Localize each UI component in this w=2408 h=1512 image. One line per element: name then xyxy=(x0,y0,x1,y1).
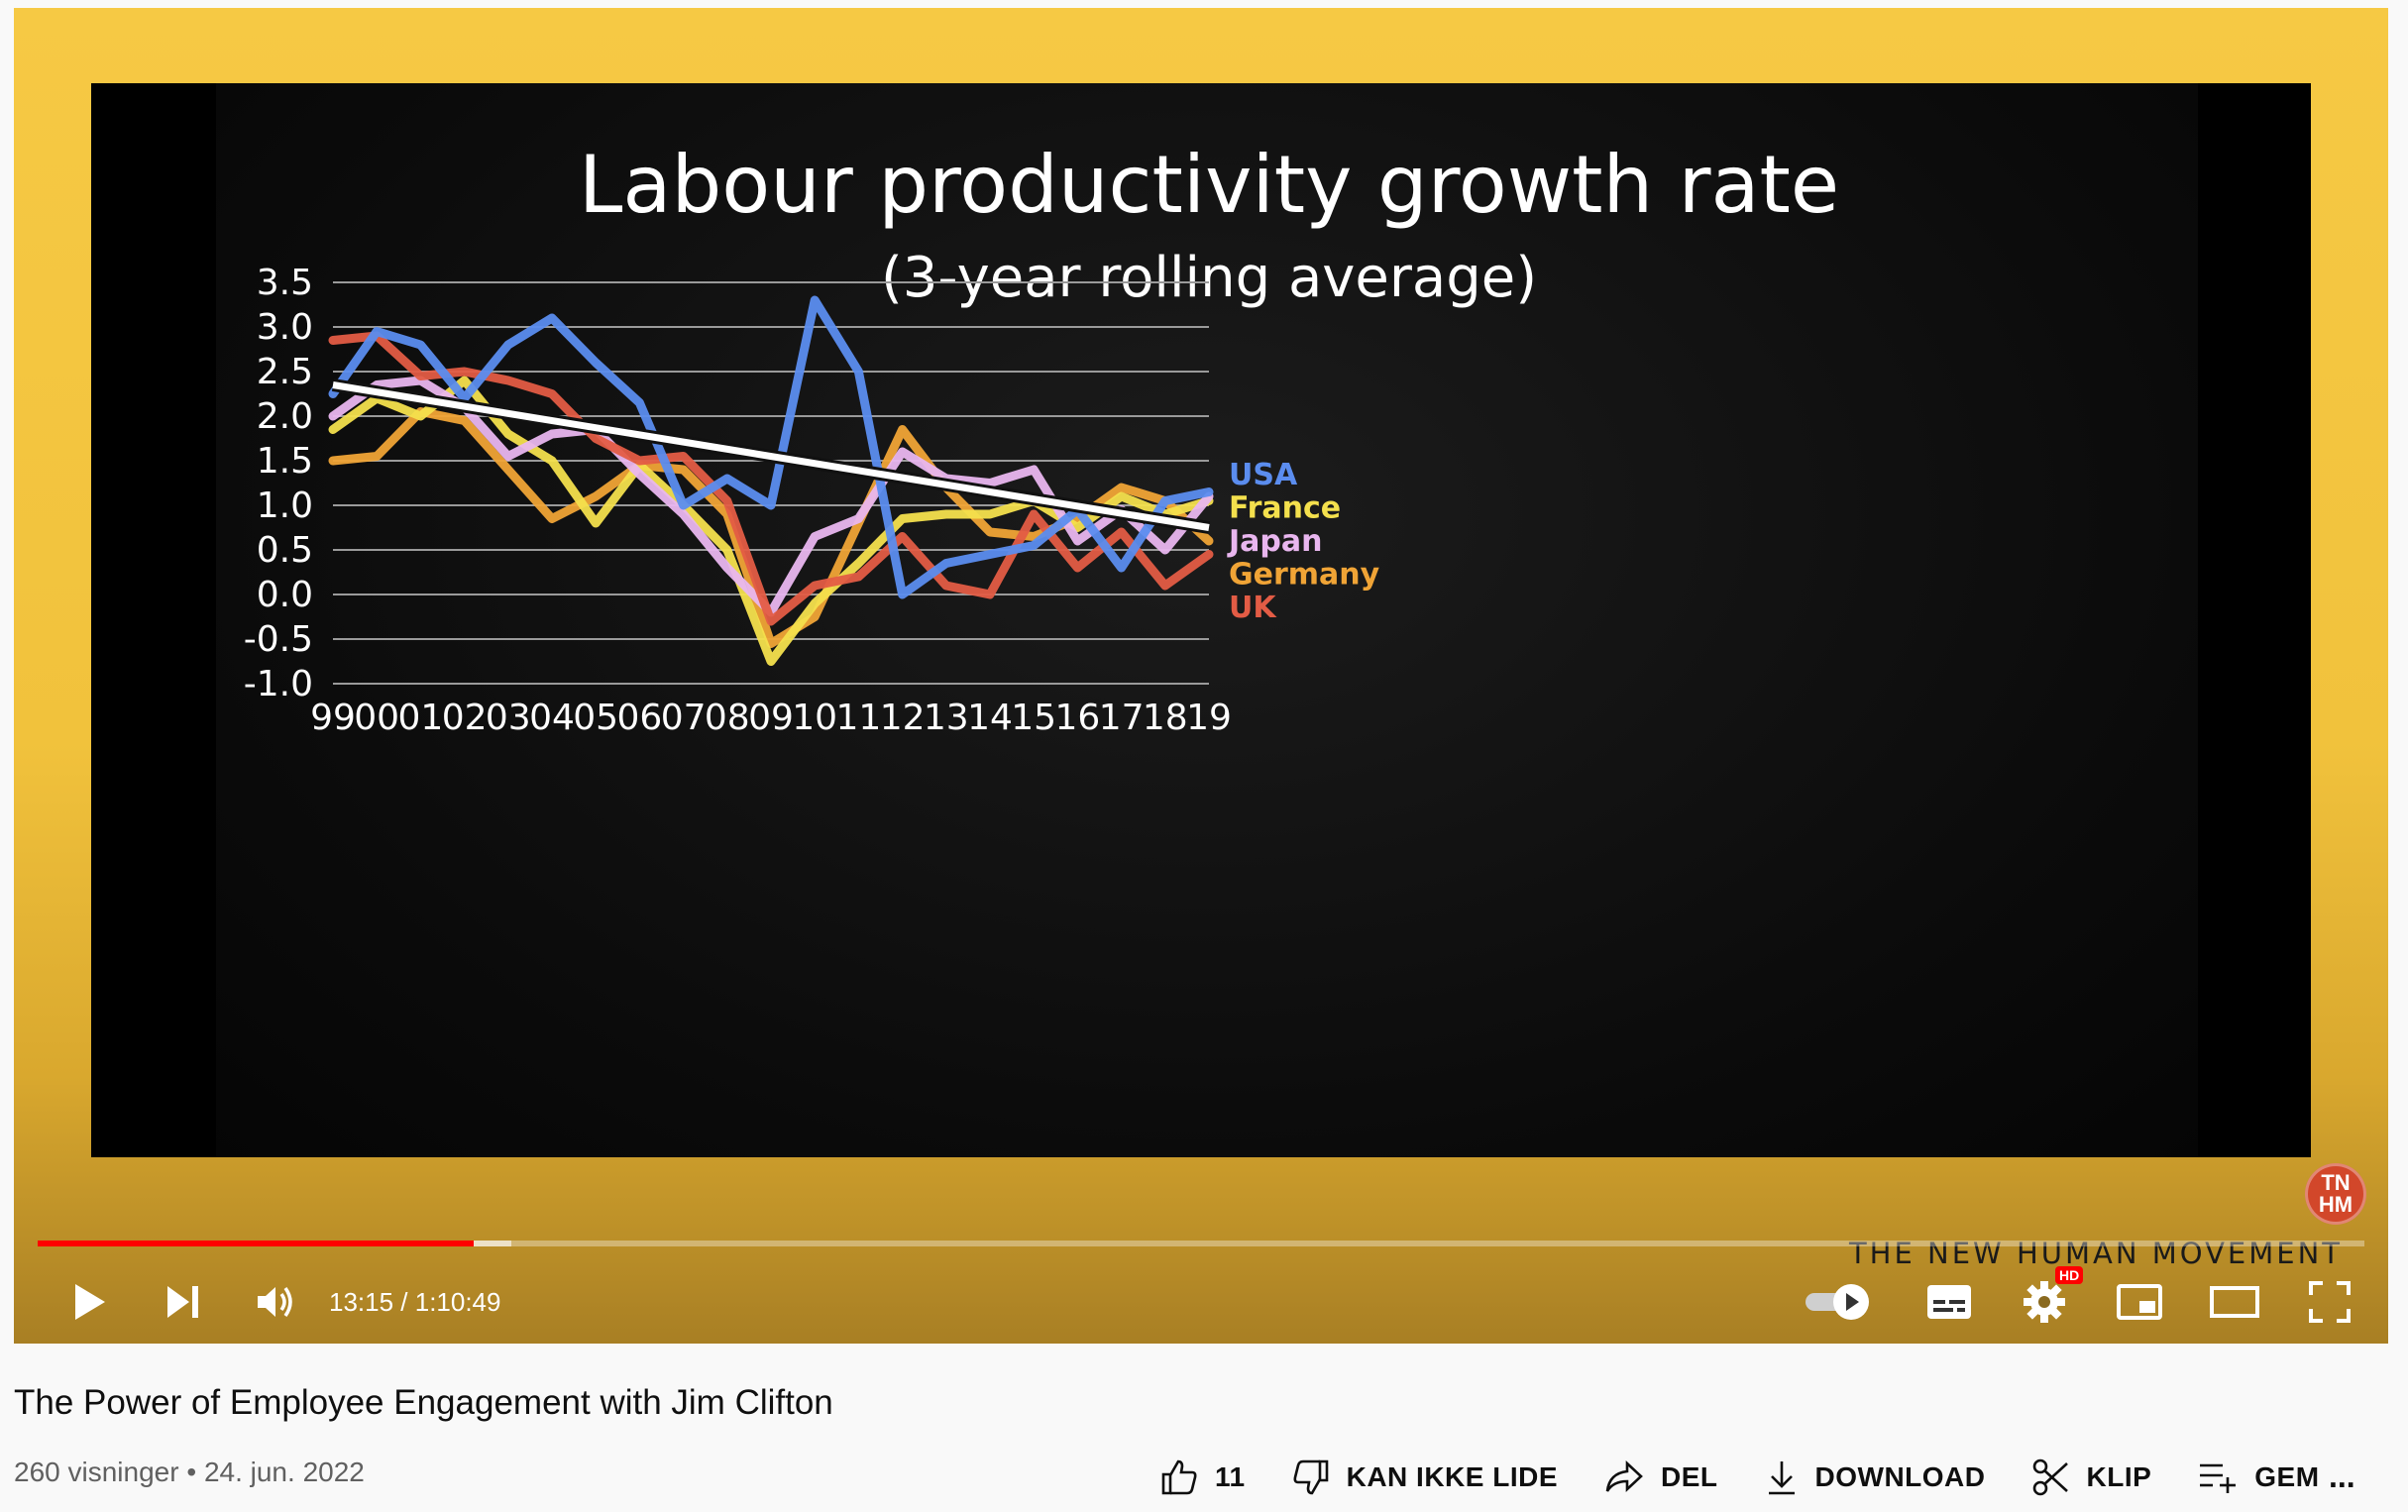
video-meta: 260 visninger • 24. jun. 2022 xyxy=(14,1457,365,1488)
x-tick-label: 14 xyxy=(967,698,1013,738)
save-label: GEM xyxy=(2254,1461,2320,1492)
x-tick-label: 06 xyxy=(616,698,662,738)
next-button[interactable] xyxy=(147,1262,218,1342)
meta-separator: • xyxy=(186,1457,197,1487)
gear-icon xyxy=(2024,1281,2065,1323)
x-tick-label: 16 xyxy=(1054,698,1100,738)
y-tick-label: 1.5 xyxy=(257,441,313,482)
autoplay-toggle[interactable] xyxy=(1798,1262,1881,1342)
x-tick-label: 08 xyxy=(705,698,750,738)
progress-bar[interactable] xyxy=(38,1241,2364,1246)
play-icon xyxy=(75,1284,105,1320)
y-tick-label: 2.0 xyxy=(257,396,313,437)
y-tick-label: 0.0 xyxy=(257,575,313,615)
playlist-add-icon xyxy=(2200,1463,2237,1493)
y-tick-label: 2.5 xyxy=(257,352,313,392)
x-tick-label: 05 xyxy=(573,698,618,738)
legend-japan: Japan xyxy=(1227,524,1322,559)
play-button[interactable] xyxy=(54,1262,125,1342)
x-tick-label: 01 xyxy=(397,698,443,738)
y-tick-label: -0.5 xyxy=(244,619,313,660)
x-tick-label: 18 xyxy=(1143,698,1188,738)
dislike-button[interactable]: KAN IKKE LIDE xyxy=(1291,1458,1558,1497)
video-frame[interactable]: Labour productivity growth rate (3-year … xyxy=(91,83,2311,1157)
series-line-usa xyxy=(328,295,1214,599)
more-actions-button[interactable]: ... xyxy=(2329,1458,2355,1494)
share-button[interactable]: DEL xyxy=(1603,1458,1718,1497)
download-label: DOWNLOAD xyxy=(1814,1461,1986,1492)
video-title: The Power of Employee Engagement with Ji… xyxy=(14,1383,833,1422)
hd-badge: HD xyxy=(2055,1266,2084,1284)
y-tick-label: 3.5 xyxy=(257,263,313,303)
x-tick-label: 00 xyxy=(354,698,399,738)
miniplayer-button[interactable] xyxy=(2105,1262,2174,1342)
x-tick-label: 04 xyxy=(529,698,575,738)
slide-background xyxy=(216,83,2198,1157)
x-tick-label: 15 xyxy=(1011,698,1056,738)
view-count: 260 visninger xyxy=(14,1457,179,1487)
x-tick-label: 09 xyxy=(748,698,794,738)
x-tick-label: 17 xyxy=(1099,698,1145,738)
download-icon xyxy=(1768,1461,1795,1495)
share-icon xyxy=(1605,1460,1643,1492)
theater-mode-button[interactable] xyxy=(2200,1262,2269,1342)
x-tick-label: 10 xyxy=(792,698,837,738)
progress-played xyxy=(38,1241,474,1246)
x-tick-label: 07 xyxy=(661,698,707,738)
legend-usa: USA xyxy=(1229,458,1298,492)
clip-label: KLIP xyxy=(2086,1461,2152,1492)
autoplay-toggle-icon xyxy=(1806,1284,1869,1320)
x-tick-label: 12 xyxy=(880,698,926,738)
x-tick-label: 19 xyxy=(1186,698,1232,738)
x-tick-label: 99 xyxy=(310,698,356,738)
volume-icon xyxy=(258,1286,292,1318)
subtitles-icon xyxy=(1927,1285,1971,1319)
fullscreen-icon xyxy=(2309,1281,2351,1323)
channel-logo-text: TN HM xyxy=(2318,1170,2353,1217)
subtitles-button[interactable] xyxy=(1915,1262,1984,1342)
legend-germany: Germany xyxy=(1229,558,1380,593)
chart-title: Labour productivity growth rate xyxy=(579,139,1839,231)
miniplayer-icon xyxy=(2117,1284,2162,1320)
productivity-chart: Labour productivity growth rate (3-year … xyxy=(244,139,1839,738)
thumbs-down-icon xyxy=(1293,1459,1328,1495)
upload-date: 24. jun. 2022 xyxy=(203,1457,365,1487)
y-tick-label: 1.0 xyxy=(257,486,313,526)
y-tick-label: 0.5 xyxy=(257,530,313,571)
save-button[interactable]: GEM xyxy=(2197,1459,2319,1495)
chart-subtitle: (3-year rolling average) xyxy=(881,246,1537,310)
volume-button[interactable] xyxy=(240,1262,311,1342)
clip-button[interactable]: KLIP xyxy=(2031,1458,2152,1497)
action-bar: 11 KAN IKKE LIDE DEL DOWNLOAD KLIP GEM xyxy=(1159,1453,2365,1502)
time-display: 13:15 / 1:10:49 xyxy=(329,1287,501,1317)
trendline xyxy=(332,381,1210,531)
x-tick-label: 03 xyxy=(486,698,531,738)
video-player[interactable]: Labour productivity growth rate (3-year … xyxy=(14,8,2388,1344)
thumbs-up-icon xyxy=(1161,1459,1197,1495)
fullscreen-button[interactable] xyxy=(2295,1262,2364,1342)
x-tick-label: 11 xyxy=(835,698,881,738)
scissors-icon xyxy=(2032,1458,2068,1496)
brand-name: THE NEW HUMAN MOVEMENT xyxy=(1848,1237,2343,1270)
channel-logo[interactable]: TN HM xyxy=(2305,1163,2366,1225)
share-label: DEL xyxy=(1661,1461,1718,1492)
y-tick-label: -1.0 xyxy=(244,664,313,704)
like-button[interactable]: 11 xyxy=(1159,1458,1246,1497)
x-tick-label: 13 xyxy=(924,698,969,738)
dislike-label: KAN IKKE LIDE xyxy=(1346,1461,1559,1492)
skip-next-icon xyxy=(167,1286,198,1318)
player-controls xyxy=(14,1262,2388,1342)
settings-button[interactable] xyxy=(2010,1262,2079,1342)
legend-france: France xyxy=(1229,491,1341,526)
legend-uk: UK xyxy=(1229,591,1277,625)
x-tick-label: 02 xyxy=(442,698,488,738)
theater-mode-icon xyxy=(2210,1286,2259,1318)
download-button[interactable]: DOWNLOAD xyxy=(1764,1458,1986,1497)
y-tick-label: 3.0 xyxy=(257,307,313,348)
like-count: 11 xyxy=(1215,1461,1246,1492)
